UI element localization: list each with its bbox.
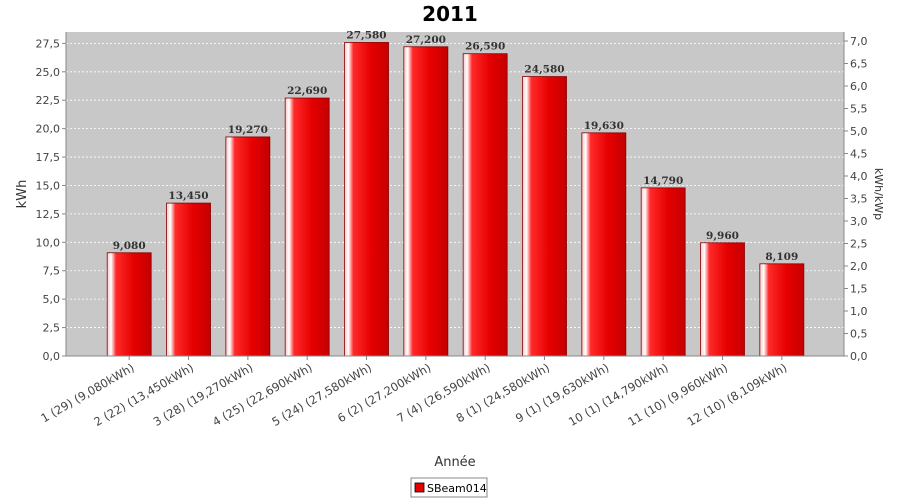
y-tick-label: 10,0 xyxy=(36,236,61,249)
y-tick-label: 22,5 xyxy=(36,94,61,107)
y2-tick-label: 3,5 xyxy=(850,193,868,206)
y2-tick-label: 2,5 xyxy=(850,238,868,251)
y2-tick-label: 2,0 xyxy=(850,260,868,273)
x-tick-label: 12 (10) (8,109kWh) xyxy=(685,360,790,429)
data-labels: 9,080 13,450 19,270 22,690 27,580 27,200 26,59… xyxy=(113,29,799,262)
y2-tick-label: 0,0 xyxy=(850,350,868,363)
bar xyxy=(284,97,330,357)
y2-tick-label: 7,0 xyxy=(850,35,868,48)
y-axis-label: kWh xyxy=(15,180,30,209)
y-tick-label: 7,5 xyxy=(43,265,61,278)
y-tick-label: 20,0 xyxy=(36,123,61,136)
bar xyxy=(166,202,211,357)
bar xyxy=(225,136,271,357)
y2-tick-label: 6,0 xyxy=(850,80,868,93)
bar xyxy=(700,242,745,357)
x-tick-label: 1 (29) (9,080kWh) xyxy=(38,360,136,425)
y-tick-label: 17,5 xyxy=(36,151,61,164)
bars xyxy=(106,42,805,357)
y2-tick-label: 1,0 xyxy=(850,305,868,318)
x-axis-label: Année xyxy=(434,455,475,470)
y2-tick-label: 1,5 xyxy=(850,283,868,296)
legend-swatch xyxy=(414,482,425,493)
data-label: 27,200 xyxy=(406,34,446,46)
y-tick-label: 12,5 xyxy=(36,208,61,221)
bar xyxy=(759,263,805,357)
x-tick-label: 5 (24) (27,580kWh) xyxy=(269,360,374,429)
legend-box xyxy=(410,477,488,498)
y-axis: 0,0 2,5 5,0 7,5 10,0 12,5 15,0 17,5 20,0 22,5 25,0… xyxy=(36,32,67,363)
bar xyxy=(462,53,508,357)
data-label: 13,450 xyxy=(168,190,208,202)
y2-tick-label: 5,5 xyxy=(850,103,868,116)
y2-tick-label: 5,0 xyxy=(850,125,868,138)
x-tick-label: 3 (28) (19,270kWh) xyxy=(151,360,256,429)
chart-title: 2011 xyxy=(422,2,478,26)
data-label: 27,580 xyxy=(346,29,386,41)
data-label: 9,960 xyxy=(706,230,739,242)
y2-tick-label: 3,0 xyxy=(850,215,868,228)
y2-tick-label: 6,5 xyxy=(850,58,868,71)
y-tick-label: 2,5 xyxy=(43,322,61,335)
data-label: 9,080 xyxy=(113,240,146,252)
data-label: 22,690 xyxy=(287,85,327,97)
y-tick-label: 25,0 xyxy=(36,66,61,79)
y-tick-label: 15,0 xyxy=(36,179,61,192)
y2-tick-label: 4,5 xyxy=(850,148,868,161)
data-label: 8,109 xyxy=(765,251,798,263)
data-label: 19,630 xyxy=(584,120,624,132)
x-tick-label: 11 (10) (9,960kWh) xyxy=(625,360,730,429)
bar xyxy=(640,187,686,357)
data-label: 24,580 xyxy=(524,64,564,76)
legend-item-label: SBeam014 xyxy=(427,482,487,495)
y-tick-label: 0,0 xyxy=(43,350,61,363)
bar xyxy=(581,132,627,357)
bar xyxy=(106,252,152,357)
y2-tick-label: 4,0 xyxy=(850,170,868,183)
data-label: 19,270 xyxy=(228,124,268,136)
bar xyxy=(403,46,449,357)
legend: SBeam014 xyxy=(410,477,488,498)
bar xyxy=(344,42,389,357)
y2-tick-label: 0,5 xyxy=(850,328,868,341)
data-label: 26,590 xyxy=(465,41,505,53)
x-tick-label: 10 (1) (14,790kWh) xyxy=(566,360,671,429)
y-tick-label: 27,5 xyxy=(36,37,61,50)
bar xyxy=(522,76,567,357)
x-tick-label: 4 (25) (22,690kWh) xyxy=(210,360,315,429)
y2-axis-label: kWh/kWp xyxy=(872,168,885,220)
x-axis: 1 (29) (9,080kWh)2 (22) (13,450kWh)3 (28… xyxy=(38,355,844,429)
y-tick-label: 5,0 xyxy=(43,293,61,306)
data-label: 14,790 xyxy=(643,175,683,187)
x-tick-label: 2 (22) (13,450kWh) xyxy=(91,360,196,429)
y2-axis: 0,0 0,5 1,0 1,5 2,0 2,5 3,0 3,5 4,0 4,5 5,0 5,5 6,0 6… xyxy=(843,32,868,363)
